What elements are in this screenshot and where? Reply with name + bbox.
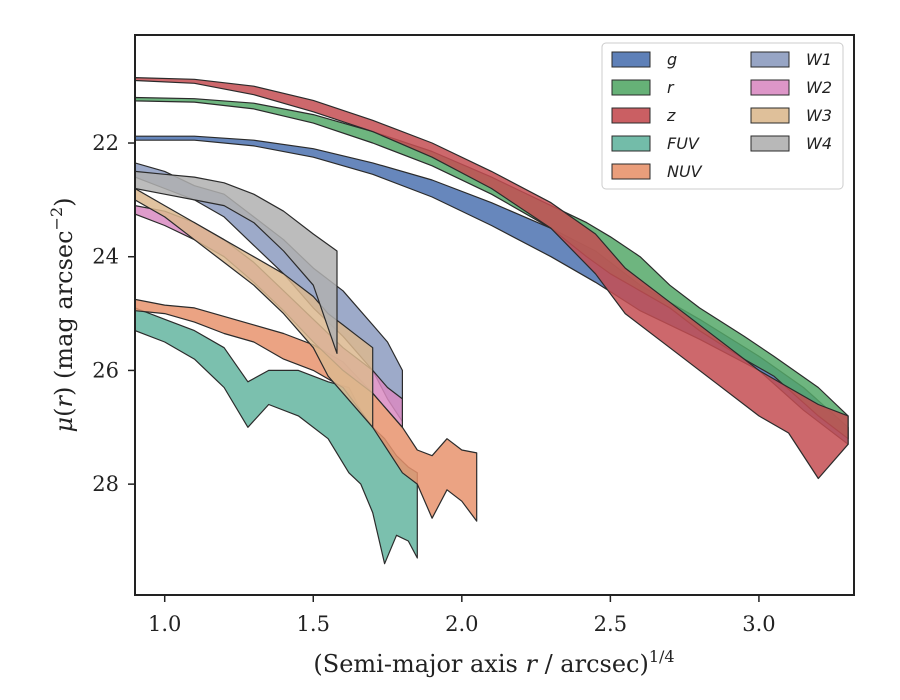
y-axis: 22 24 26 28 bbox=[92, 131, 135, 496]
plot-frame bbox=[134, 34, 855, 596]
x-tick-label: 1.0 bbox=[148, 612, 181, 636]
legend-label-fuv: FUV bbox=[667, 134, 700, 153]
legend-swatch-w4 bbox=[750, 135, 790, 152]
legend-label-z: z bbox=[666, 106, 676, 125]
legend-swatch-g bbox=[611, 51, 651, 68]
series-bands bbox=[135, 77, 849, 565]
legend-swatch-w1 bbox=[750, 51, 790, 68]
legend-swatch-nuv bbox=[611, 163, 651, 180]
legend-label-w1: W1 bbox=[806, 50, 832, 69]
legend-swatch-r bbox=[611, 79, 651, 96]
y-tick-label: 22 bbox=[92, 131, 119, 155]
legend: grz FUV NUV W1 W2 W3 W4 bbox=[601, 42, 844, 190]
band-w3 bbox=[135, 187, 374, 428]
legend-label-r: r bbox=[667, 78, 675, 97]
band-w4 bbox=[135, 170, 338, 354]
legend-label-w2: W2 bbox=[806, 78, 832, 97]
legend-label-g: g bbox=[667, 50, 677, 69]
legend-label-w4: W4 bbox=[806, 134, 832, 153]
y-tick-label: 28 bbox=[92, 472, 119, 496]
legend-swatch-w3 bbox=[750, 107, 790, 124]
x-tick-label: 3.0 bbox=[742, 612, 775, 636]
x-tick-label: 1.5 bbox=[297, 612, 330, 636]
band-z bbox=[135, 77, 849, 480]
x-tick-label: 2.0 bbox=[445, 612, 478, 636]
x-tick-label: 2.5 bbox=[594, 612, 627, 636]
legend-label-nuv: NUV bbox=[667, 162, 703, 181]
legend-swatch-fuv bbox=[611, 135, 651, 152]
y-axis-title: μ(r) (mag arcsec−2) bbox=[47, 197, 78, 432]
band-nuv bbox=[135, 298, 478, 522]
legend-swatch-w2 bbox=[750, 79, 790, 96]
y-tick-label: 26 bbox=[92, 358, 119, 382]
legend-label-w3: W3 bbox=[806, 106, 832, 125]
band-fuv bbox=[135, 307, 418, 565]
x-axis-title: (Semi-major axis r / arcsec)1/4 bbox=[313, 647, 674, 678]
legend-swatch-z bbox=[611, 107, 651, 124]
x-axis: 1.0 1.5 2.0 2.5 3.0 bbox=[148, 595, 776, 636]
y-tick-label: 24 bbox=[92, 245, 119, 269]
